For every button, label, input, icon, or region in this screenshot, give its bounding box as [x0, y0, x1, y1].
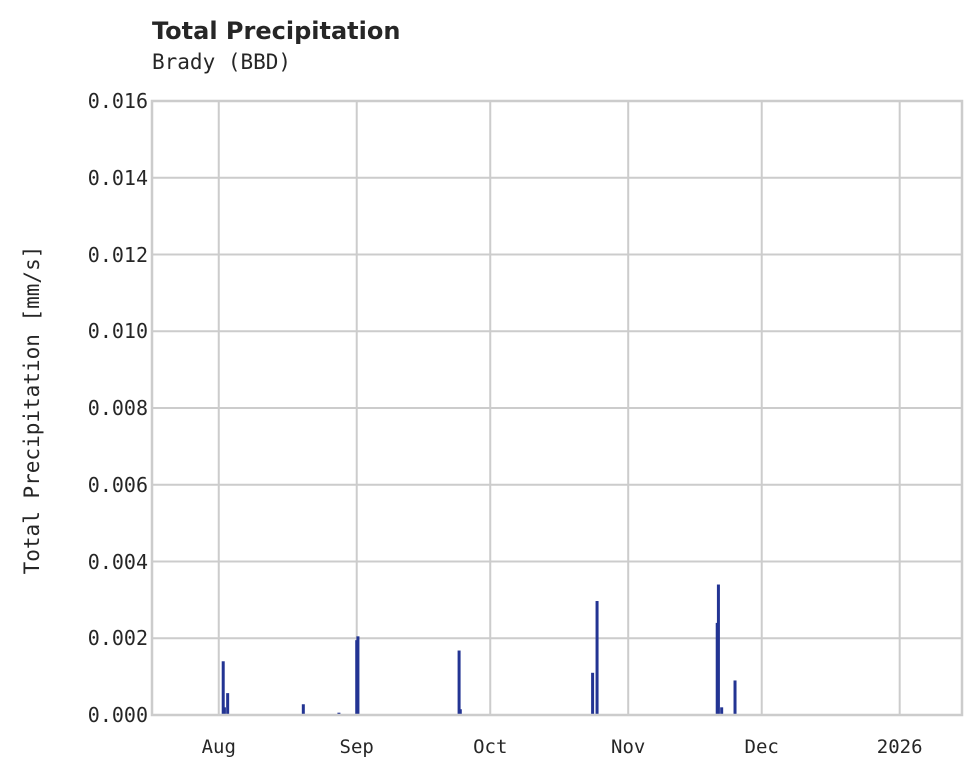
precip-bar: [226, 693, 230, 715]
y-tick-label: 0.016: [87, 89, 148, 113]
y-tick-label: 0.004: [87, 549, 148, 574]
precip-bar: [301, 704, 305, 715]
x-tick-label: Oct: [473, 736, 508, 758]
precip-bar: [716, 584, 720, 715]
precip-bar: [595, 601, 599, 715]
precip-bar: [356, 636, 360, 715]
gridlines: [152, 100, 962, 716]
precip-bar: [720, 707, 724, 715]
x-tick-label: Dec: [744, 736, 779, 758]
precip-bar: [457, 650, 461, 715]
y-tick-label: 0.010: [87, 319, 148, 344]
plot-frame: [150, 99, 964, 717]
precip-bar: [591, 672, 595, 715]
precipitation-series: [221, 584, 737, 715]
x-tick-label: 2026: [876, 736, 923, 758]
y-tick-label: 0.000: [87, 703, 148, 727]
y-tick-label: 0.002: [87, 626, 148, 651]
y-tick-label: 0.006: [87, 472, 148, 497]
y-tick-label: 0.012: [87, 242, 148, 267]
precip-bar: [733, 680, 737, 715]
chart-subtitle: Brady (BBD): [152, 50, 292, 74]
precip-bar: [458, 709, 462, 715]
chart-title: Total Precipitation: [152, 17, 401, 45]
y-tick-label: 0.014: [87, 165, 148, 190]
x-tick-label: Nov: [611, 736, 646, 758]
x-tick-label: Sep: [339, 736, 374, 758]
precip-bar: [222, 707, 226, 715]
y-tick-label: 0.008: [87, 396, 148, 420]
x-tick-label: Aug: [201, 736, 236, 758]
precip-bar: [221, 661, 225, 715]
